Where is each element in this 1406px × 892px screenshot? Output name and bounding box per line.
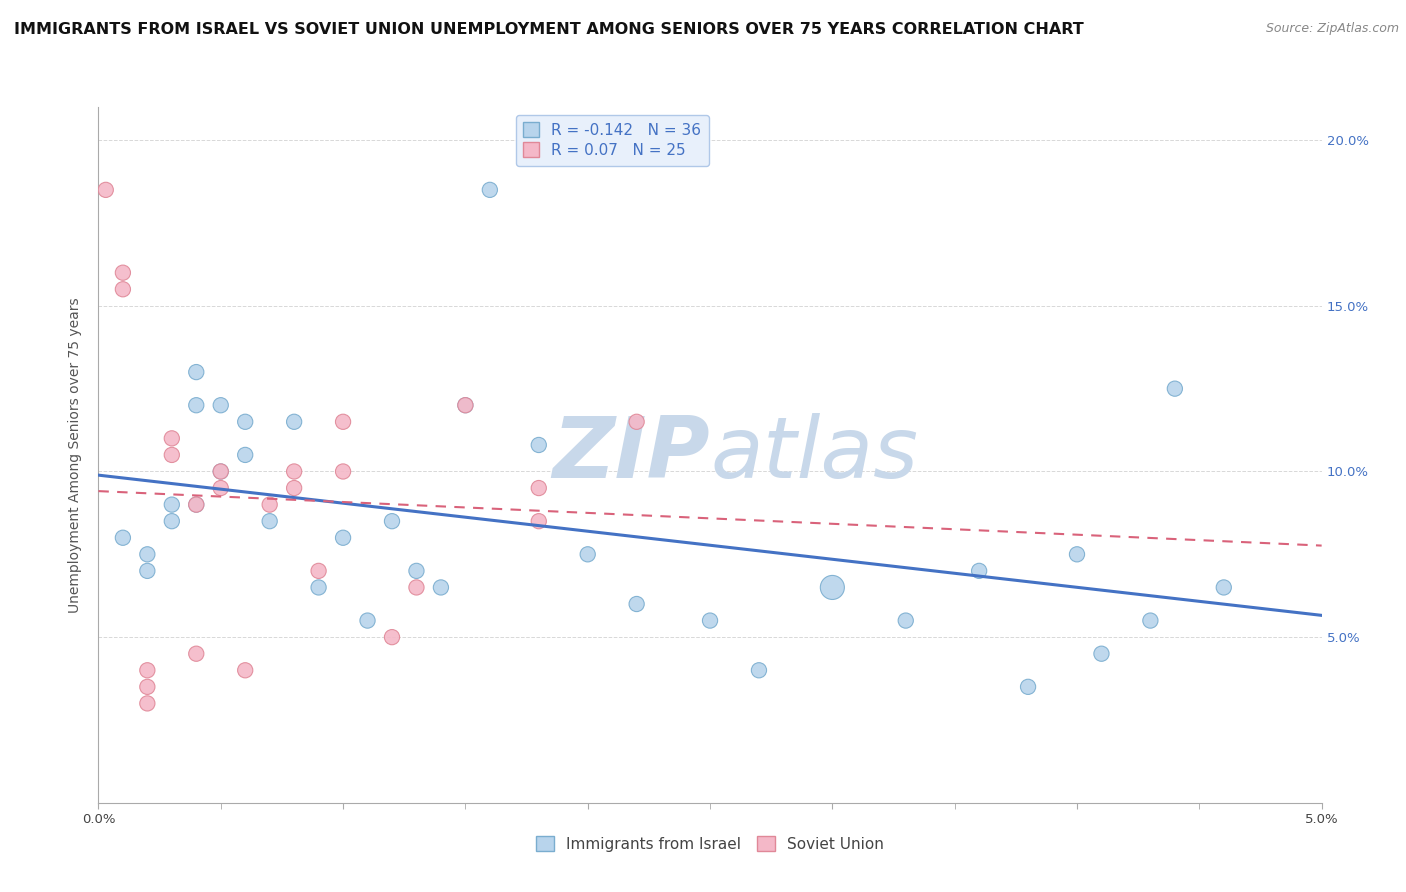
Point xyxy=(308,581,330,595)
Point xyxy=(1164,382,1187,396)
Point xyxy=(186,498,208,512)
Point xyxy=(454,398,477,412)
Point xyxy=(160,448,183,462)
Point xyxy=(186,365,208,379)
Point xyxy=(283,481,305,495)
Text: Source: ZipAtlas.com: Source: ZipAtlas.com xyxy=(1265,22,1399,36)
Point xyxy=(381,514,404,528)
Text: atlas: atlas xyxy=(710,413,918,497)
Point xyxy=(478,183,501,197)
Point xyxy=(405,581,427,595)
Point xyxy=(626,597,648,611)
Point xyxy=(576,547,599,561)
Point xyxy=(332,465,354,479)
Y-axis label: Unemployment Among Seniors over 75 years: Unemployment Among Seniors over 75 years xyxy=(69,297,83,613)
Point xyxy=(699,614,721,628)
Point xyxy=(94,183,117,197)
Point xyxy=(136,680,159,694)
Point xyxy=(967,564,990,578)
Point xyxy=(111,531,134,545)
Point xyxy=(209,465,232,479)
Point xyxy=(332,531,354,545)
Point xyxy=(111,266,134,280)
Point xyxy=(259,498,281,512)
Point xyxy=(748,663,770,677)
Point xyxy=(209,481,232,495)
Point xyxy=(1066,547,1088,561)
Point xyxy=(332,415,354,429)
Point xyxy=(136,564,159,578)
Point xyxy=(1212,581,1234,595)
Point xyxy=(430,581,453,595)
Point xyxy=(186,647,208,661)
Text: IMMIGRANTS FROM ISRAEL VS SOVIET UNION UNEMPLOYMENT AMONG SENIORS OVER 75 YEARS : IMMIGRANTS FROM ISRAEL VS SOVIET UNION U… xyxy=(14,22,1084,37)
Point xyxy=(136,663,159,677)
Point xyxy=(160,498,183,512)
Point xyxy=(136,697,159,711)
Point xyxy=(626,415,648,429)
Point xyxy=(527,514,550,528)
Point xyxy=(233,415,256,429)
Point xyxy=(111,282,134,296)
Point xyxy=(233,448,256,462)
Point xyxy=(160,431,183,445)
Point xyxy=(1139,614,1161,628)
Point xyxy=(308,564,330,578)
Point xyxy=(1017,680,1039,694)
Point xyxy=(233,663,256,677)
Point xyxy=(527,481,550,495)
Point xyxy=(454,398,477,412)
Point xyxy=(894,614,917,628)
Point xyxy=(160,514,183,528)
Legend: Immigrants from Israel, Soviet Union: Immigrants from Israel, Soviet Union xyxy=(530,830,890,858)
Point xyxy=(283,465,305,479)
Point xyxy=(136,547,159,561)
Point xyxy=(209,398,232,412)
Point xyxy=(186,398,208,412)
Text: ZIP: ZIP xyxy=(553,413,710,497)
Point xyxy=(209,465,232,479)
Point xyxy=(1090,647,1112,661)
Point xyxy=(259,514,281,528)
Point xyxy=(821,581,844,595)
Point xyxy=(356,614,378,628)
Point xyxy=(283,415,305,429)
Point xyxy=(381,630,404,644)
Point xyxy=(527,438,550,452)
Point xyxy=(186,498,208,512)
Point xyxy=(405,564,427,578)
